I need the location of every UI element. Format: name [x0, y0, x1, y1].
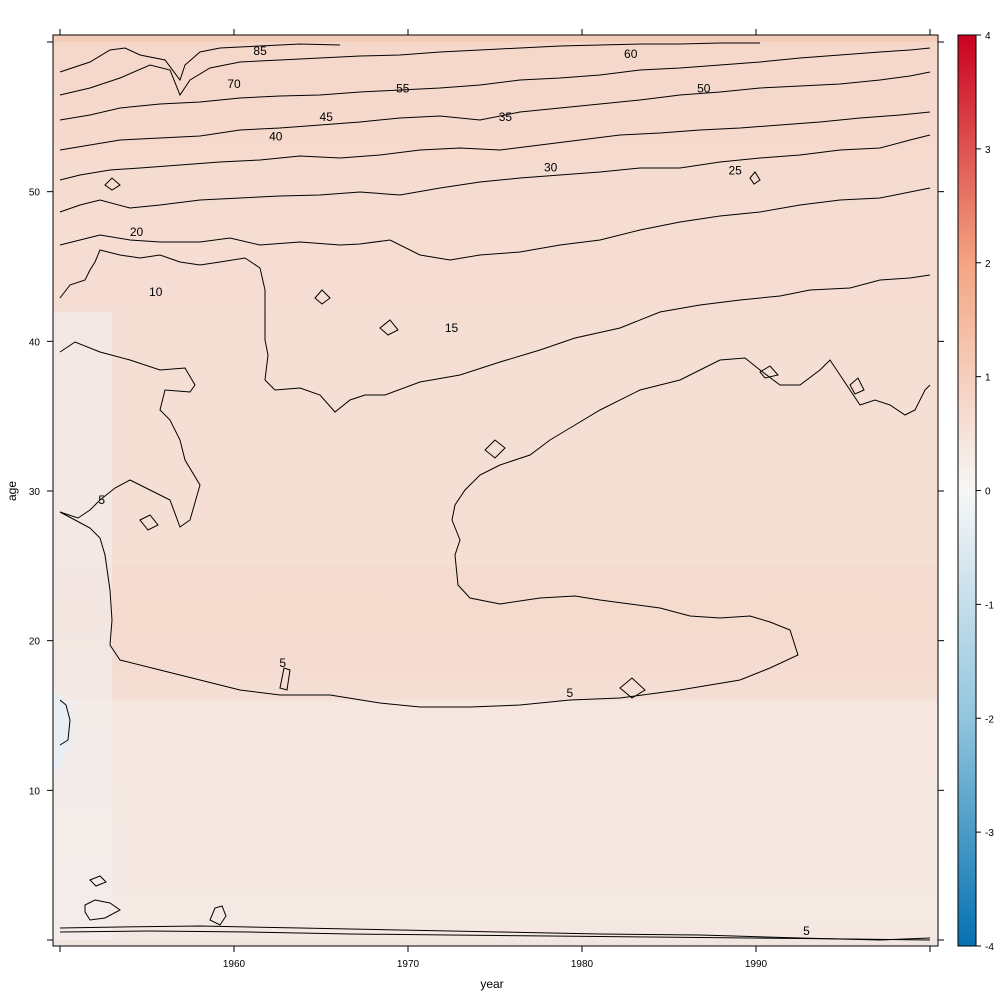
colorbar-tick-label-7: 3 — [985, 145, 991, 156]
heatmap-region-0 — [53, 925, 938, 940]
contour-line-19 — [279, 667, 291, 691]
x-tick-label-1: 1970 — [397, 959, 420, 970]
y-axis: 10 20 30 40 50 — [29, 41, 944, 941]
colorbar-tick-label-8: 4 — [985, 31, 991, 42]
colorbar-gradient — [957, 34, 977, 947]
contour-line-21 — [759, 365, 779, 379]
heatmap-region-5 — [53, 42, 938, 162]
contour-label-14: 5 — [279, 656, 286, 670]
y-tick-label-0: 10 — [29, 786, 41, 797]
contour-line-5 — [59, 111, 931, 181]
contour-line-23 — [314, 289, 331, 305]
contour-line-25 — [749, 171, 761, 185]
contour-line-17 — [484, 439, 506, 459]
contour-label-4: 50 — [697, 81, 711, 95]
colorbar-tick-label-4: 0 — [985, 487, 991, 498]
contour-label-12: 15 — [445, 321, 459, 335]
y-tick-label-3: 40 — [29, 337, 41, 348]
colorbar-tick-label-1: -3 — [985, 828, 994, 839]
contour-label-15: 5 — [566, 686, 573, 700]
x-tick-label-0: 1960 — [223, 959, 246, 970]
contour-line-9 — [59, 43, 341, 82]
contour-line-16 — [139, 514, 159, 531]
contour-label-3: 55 — [396, 81, 410, 95]
x-tick-label-2: 1980 — [571, 959, 594, 970]
contour-label-8: 30 — [544, 161, 558, 175]
heatmap-region-3 — [53, 311, 938, 566]
contour-line-6 — [59, 71, 931, 151]
contour-line-13 — [89, 875, 107, 887]
heatmap-region-4 — [53, 161, 938, 312]
contour-label-1: 60 — [624, 47, 638, 61]
x-axis-title: year — [480, 977, 503, 991]
contour-line-4 — [59, 134, 931, 213]
contour-label-13: 5 — [98, 493, 105, 507]
contour-line-18 — [619, 677, 646, 699]
contour-line-3 — [59, 187, 931, 261]
contour-line-14 — [209, 905, 227, 926]
contour-line-11 — [59, 930, 931, 941]
colorbar-tick-label-0: -4 — [985, 942, 994, 953]
contour-line-22 — [849, 377, 865, 395]
contour-label-5: 45 — [320, 110, 334, 124]
contour-label-0: 85 — [253, 44, 267, 58]
colorbar-tick-label-3: -1 — [985, 600, 994, 611]
y-tick-label-2: 30 — [29, 487, 41, 498]
colorbar-tick-label-5: 1 — [985, 373, 991, 384]
heatmap-region-2 — [53, 565, 938, 701]
contour-label-9: 25 — [728, 164, 742, 178]
colorbar-ticks: -4 -3 -2 -1 0 1 2 3 4 — [976, 31, 994, 953]
contour-line-7 — [59, 47, 931, 121]
contour-line-2 — [59, 249, 931, 413]
contour-line-8 — [59, 42, 760, 97]
contour-line-15 — [59, 699, 71, 746]
colorbar-tick-label-2: -2 — [985, 714, 994, 725]
heatmap-pale-strip — [53, 311, 113, 940]
contour-label-2: 70 — [227, 77, 241, 91]
heatmap-regions — [53, 42, 938, 940]
y-axis-title: age — [5, 481, 19, 501]
contour-line-1 — [59, 357, 931, 708]
y-tick-label-4: 50 — [29, 188, 41, 199]
contour-label-10: 20 — [130, 225, 144, 239]
x-axis: 1960 1970 1980 1990 — [59, 29, 931, 970]
contour-lines — [59, 42, 931, 941]
heatmap-region-1 — [53, 700, 938, 926]
contour-line-0 — [59, 341, 201, 528]
contour-label-6: 35 — [499, 110, 513, 124]
contour-line-12 — [84, 899, 121, 921]
contour-line-24 — [104, 177, 121, 191]
x-tick-label-3: 1990 — [745, 959, 768, 970]
contour-label-7: 40 — [269, 129, 283, 143]
contour-label-11: 10 — [149, 285, 163, 299]
colorbar: -4 -3 -2 -1 0 1 2 3 4 — [957, 31, 994, 953]
contour-label-16: 5 — [803, 924, 810, 938]
contour-line-20 — [379, 319, 399, 336]
y-tick-label-1: 20 — [29, 637, 41, 648]
colorbar-tick-label-6: 2 — [985, 259, 991, 270]
